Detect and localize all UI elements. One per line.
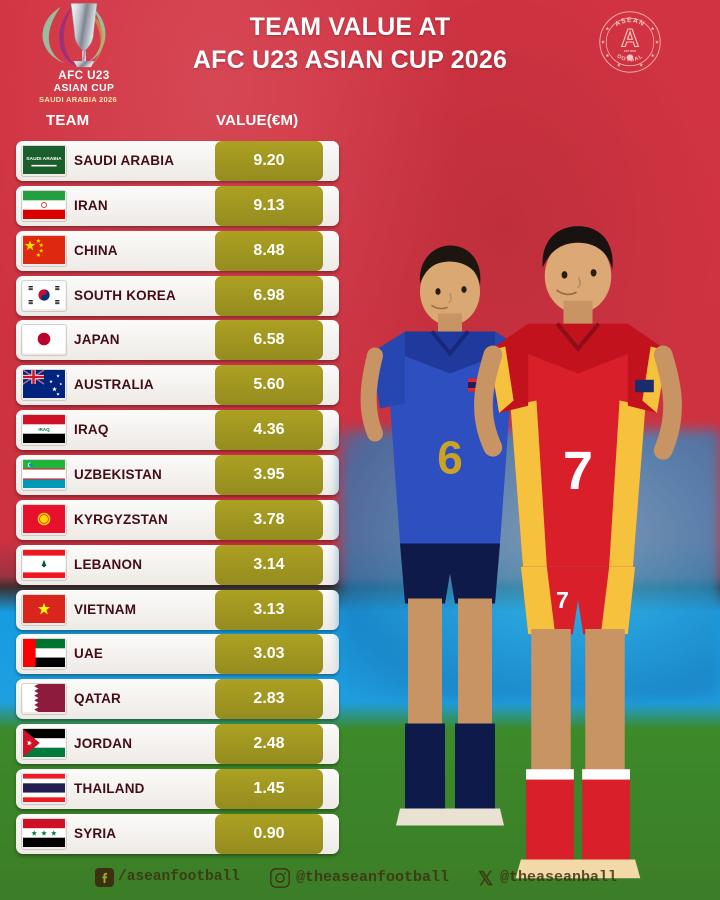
svg-text:A: A [621, 26, 639, 53]
svg-text:EST 2016: EST 2016 [624, 49, 637, 53]
svg-text:7: 7 [556, 587, 569, 613]
svg-text:IRAQ: IRAQ [38, 427, 50, 432]
svg-text:AFC U23: AFC U23 [58, 69, 110, 82]
svg-text:SAUDI ARABIA: SAUDI ARABIA [26, 156, 62, 162]
svg-text:7: 7 [563, 441, 593, 501]
svg-text:ASIAN CUP: ASIAN CUP [54, 83, 115, 94]
